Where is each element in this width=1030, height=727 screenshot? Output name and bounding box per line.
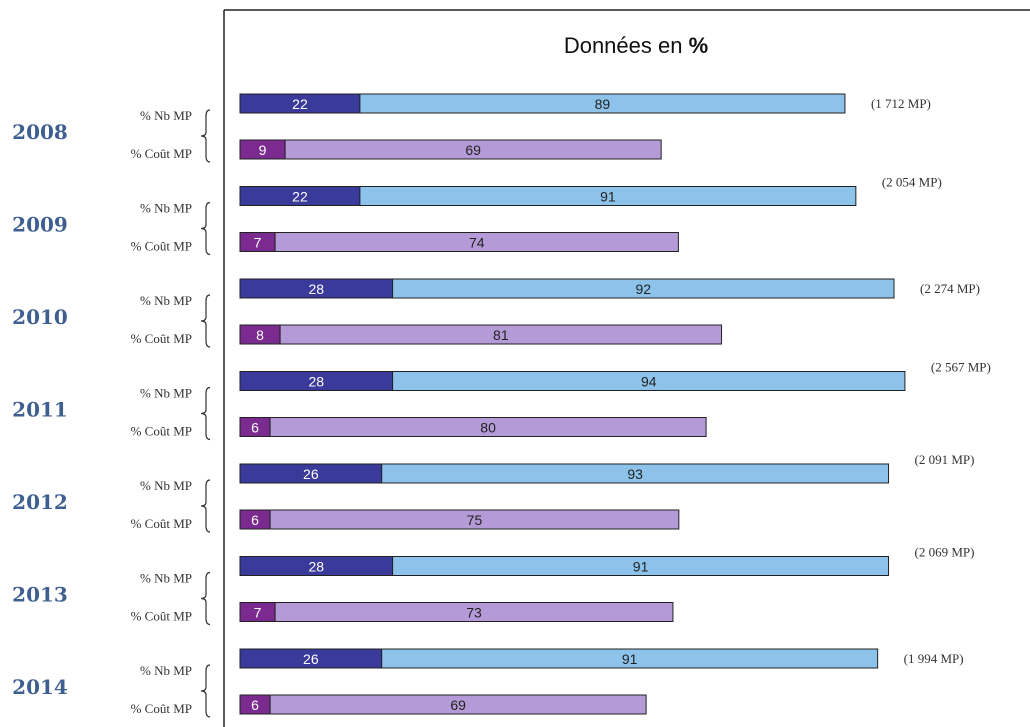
bar-cout-part2 <box>279 324 723 345</box>
bar-nb-part2 <box>392 556 890 576</box>
chart-title-symbol: % <box>689 33 709 58</box>
row-label-nb: % Nb MP <box>140 386 192 401</box>
bar-nb-part2-label: 91 <box>622 651 638 667</box>
bracket-icon <box>200 664 211 718</box>
row-label-cout: % Coût MP <box>131 331 192 346</box>
row-label-cout: % Coût MP <box>131 146 192 161</box>
bar-cout-part1-label: 9 <box>259 142 267 158</box>
bar-nb-part1-label: 22 <box>292 189 308 205</box>
bar-nb-part2-label: 94 <box>641 374 657 390</box>
year-label: 2013 <box>12 583 68 607</box>
bar-cout-part2 <box>269 509 680 530</box>
bar-nb-part2 <box>381 648 879 669</box>
bar-cout-part2-label: 81 <box>493 327 509 343</box>
bar-nb-part2 <box>381 463 890 484</box>
year-label: 2010 <box>12 305 68 329</box>
row-label-nb: % Nb MP <box>140 571 192 586</box>
bar-cout-part2-label: 75 <box>467 512 483 528</box>
row-label-nb: % Nb MP <box>140 478 192 493</box>
bar-cout-part1-label: 7 <box>254 605 262 621</box>
total-label: (2 274 MP) <box>920 281 980 296</box>
year-label: 2009 <box>12 213 68 237</box>
bracket-icon <box>200 109 211 163</box>
bar-cout-part1-label: 8 <box>256 327 264 343</box>
bar-cout-part1-label: 6 <box>251 420 259 436</box>
bracket-icon <box>200 479 211 533</box>
bar-nb-part2-label: 92 <box>636 281 652 297</box>
row-label-nb: % Nb MP <box>140 108 192 123</box>
bracket-icon <box>200 571 211 626</box>
total-label: (2 567 MP) <box>931 360 991 375</box>
bar-cout-part2-label: 73 <box>466 605 482 621</box>
year-label: 2012 <box>12 490 68 514</box>
row-label-cout: % Coût MP <box>131 516 192 531</box>
bar-nb-part2 <box>359 93 846 114</box>
bar-nb-part2 <box>392 278 895 299</box>
bar-cout-part2-label: 74 <box>469 235 485 251</box>
bar-nb-part2-label: 91 <box>633 559 649 575</box>
row-label-nb: % Nb MP <box>140 663 192 678</box>
bar-cout-part2 <box>284 139 662 160</box>
row-label-cout: % Coût MP <box>131 239 192 254</box>
total-label: (1 994 MP) <box>904 651 964 666</box>
bracket-icon <box>200 386 211 441</box>
bar-nb-part1-label: 26 <box>303 651 319 667</box>
bar-cout-part2-label: 69 <box>465 142 481 158</box>
bar-cout-part1-label: 6 <box>251 697 259 713</box>
total-label: (2 069 MP) <box>915 545 975 560</box>
bar-cout-part1-label: 6 <box>251 512 259 528</box>
bar-cout-part1-label: 7 <box>254 235 262 251</box>
bar-nb-part1-label: 28 <box>309 559 325 575</box>
bar-cout-part2-label: 69 <box>450 697 466 713</box>
bar-cout-part2 <box>274 232 679 252</box>
bar-cout-part2 <box>269 417 707 437</box>
bar-nb-part2 <box>392 371 906 391</box>
bar-cout-part2 <box>274 602 674 622</box>
year-label: 2014 <box>12 675 68 699</box>
chart-title-text: Données en <box>564 33 683 58</box>
total-label: (1 712 MP) <box>871 96 931 111</box>
total-label: (2 091 MP) <box>915 452 975 467</box>
bracket-icon <box>200 201 211 256</box>
bar-nb-part2-label: 89 <box>595 96 611 112</box>
row-label-cout: % Coût MP <box>131 701 192 716</box>
bar-nb-part1-label: 28 <box>309 281 325 297</box>
bar-cout-part2 <box>269 694 647 715</box>
total-label: (2 054 MP) <box>882 175 942 190</box>
bar-nb-part2 <box>359 186 857 206</box>
row-label-cout: % Coût MP <box>131 609 192 624</box>
bar-nb-part2-label: 93 <box>627 466 643 482</box>
bar-nb-part1-label: 22 <box>292 96 308 112</box>
year-label: 2008 <box>12 120 68 144</box>
chart-title: Données en % <box>564 33 708 58</box>
year-label: 2011 <box>12 398 68 422</box>
row-label-cout: % Coût MP <box>131 424 192 439</box>
row-label-nb: % Nb MP <box>140 293 192 308</box>
bracket-icon <box>200 294 211 348</box>
bar-nb-part2-label: 91 <box>600 189 616 205</box>
chart-rows: 2008 % Nb MP % Coût MP 22 89 (1 712 MP) 9 69 200… <box>12 93 991 718</box>
bar-cout-part2-label: 80 <box>480 420 496 436</box>
bar-nb-part1-label: 26 <box>303 466 319 482</box>
bar-nb-part1-label: 28 <box>309 374 325 390</box>
row-label-nb: % Nb MP <box>140 201 192 216</box>
